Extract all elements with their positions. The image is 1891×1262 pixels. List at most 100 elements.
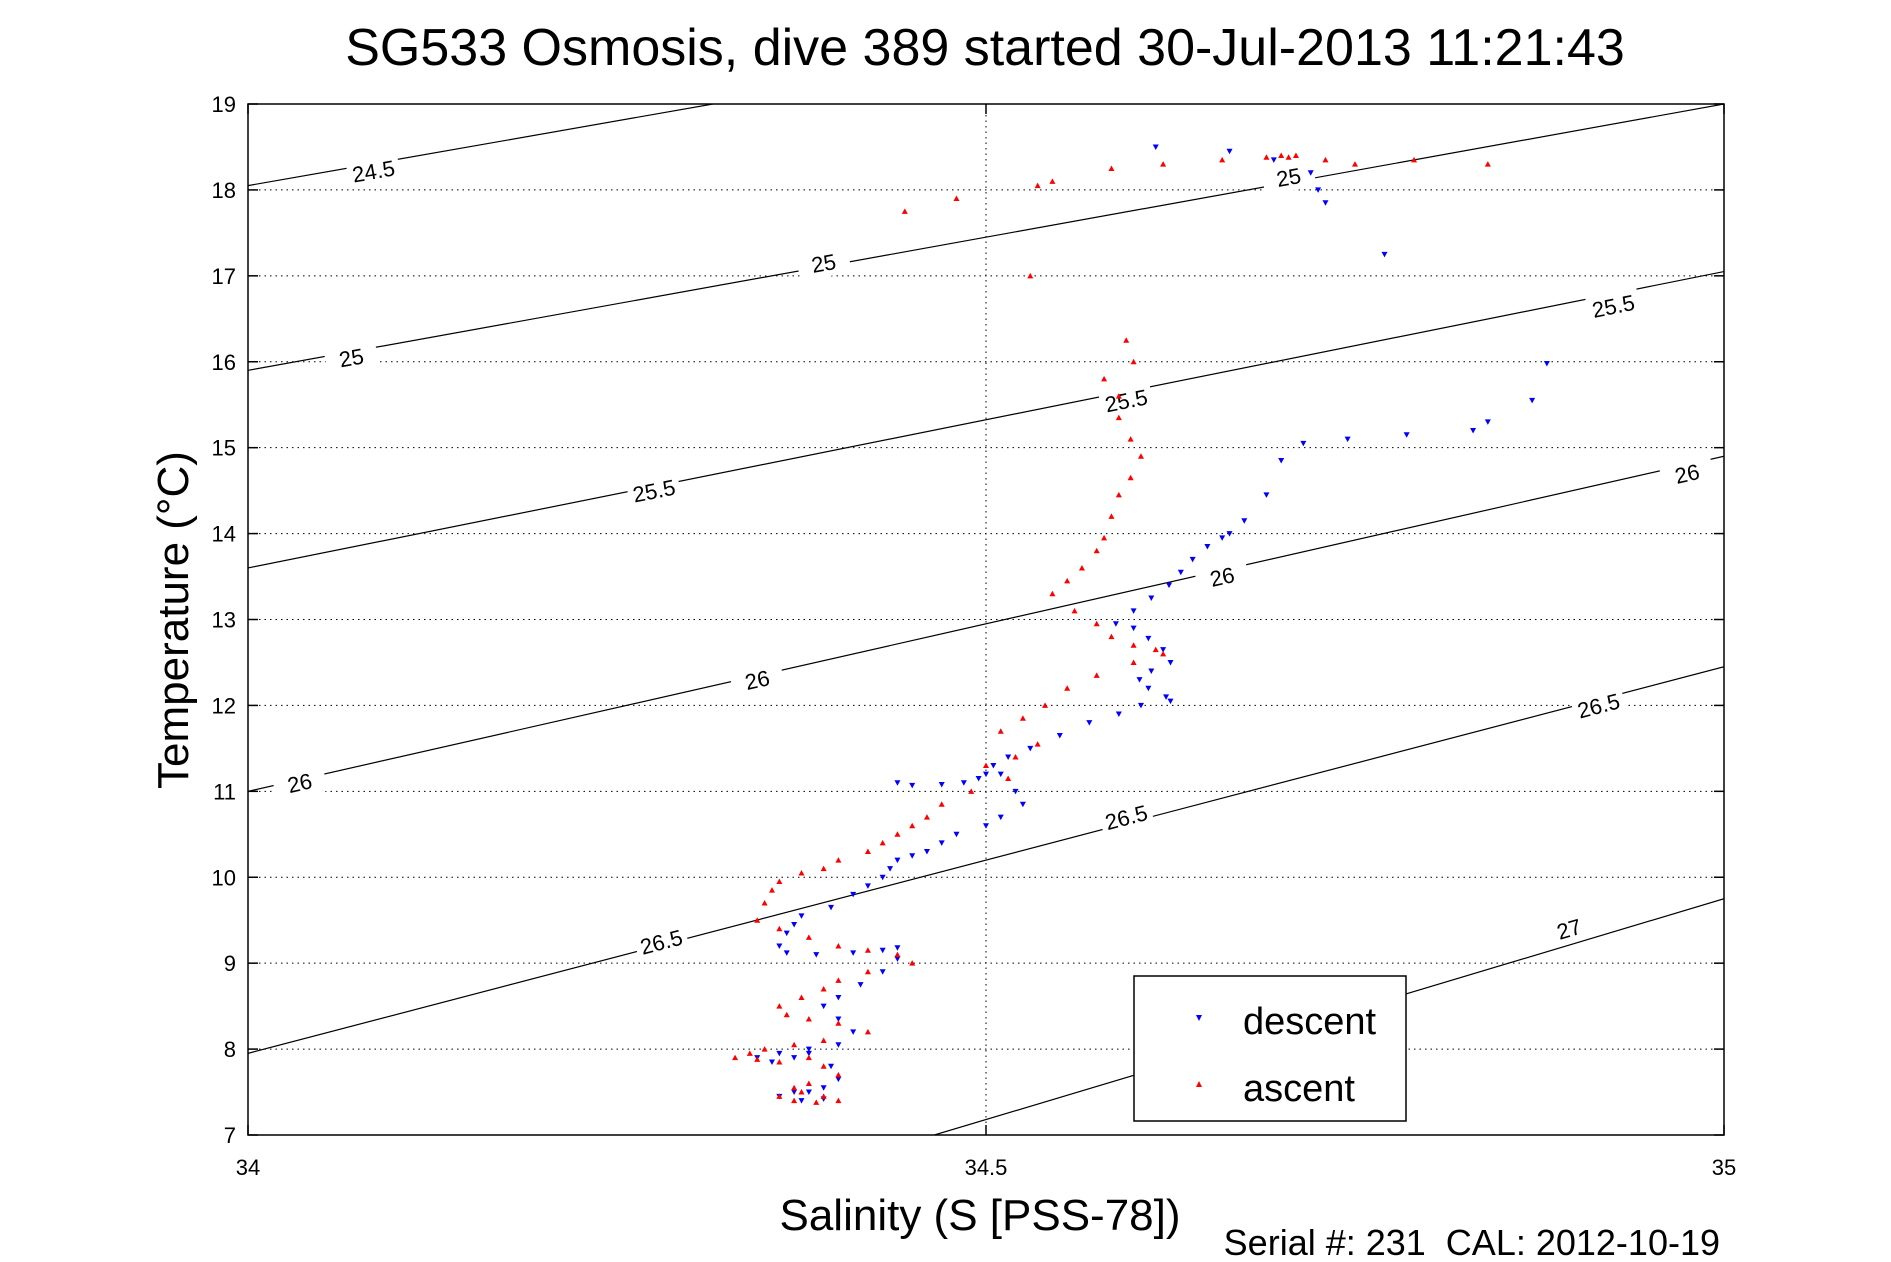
chart-legend: descent ascent (1133, 975, 1407, 1122)
ascent-point (835, 1071, 842, 1078)
ascent-point (1034, 182, 1041, 189)
ascent-point (1042, 702, 1049, 708)
descent-point (1019, 801, 1026, 808)
legend-label-ascent: ascent (1243, 1068, 1355, 1110)
legend-box (1133, 975, 1407, 1122)
ascent-point (835, 942, 842, 949)
ascent-point (1411, 156, 1418, 163)
descent-point (1145, 685, 1152, 692)
ascent-point (754, 917, 761, 923)
descent-point (1529, 397, 1536, 404)
contour-label-background (1193, 557, 1251, 596)
ascent-point (923, 814, 930, 820)
descent-point (1307, 170, 1314, 176)
ascent-point (1352, 161, 1358, 167)
descent-point (1056, 732, 1063, 739)
descent-point (879, 969, 886, 975)
descent-point (938, 840, 945, 846)
descent-point (857, 982, 864, 988)
ascent-point (754, 1056, 761, 1062)
descent-point (887, 866, 894, 872)
contour-label-background (728, 660, 786, 700)
ascent-point (791, 1041, 798, 1048)
contour-label-background (1097, 796, 1155, 838)
descent-point (1189, 556, 1196, 563)
descent-point (1484, 419, 1491, 425)
descent-point (1167, 659, 1174, 666)
ascent-point (791, 1084, 798, 1091)
density-contour-line (248, 104, 714, 187)
ascent-point (1019, 715, 1026, 721)
contour-label-background (271, 763, 329, 803)
ascent-point (894, 951, 901, 958)
descent-point (894, 857, 901, 864)
density-contour-labels: 24.525252525.525.525.52626262626.526.526… (271, 152, 1716, 962)
ascent-point (1108, 633, 1115, 640)
x-tick-label: 34 (236, 1155, 260, 1180)
descent-point (1112, 621, 1119, 627)
ascent-point (1292, 152, 1299, 159)
ascent-point (820, 1063, 827, 1069)
ascent-point (864, 1028, 871, 1035)
ascent-point (791, 1097, 798, 1104)
descent-point (791, 1089, 798, 1096)
contour-label-background (795, 244, 852, 282)
ascent-point (983, 762, 989, 769)
x-tick-label: 35 (1712, 1155, 1736, 1180)
descent-point (805, 1046, 812, 1053)
x-axis-label: Salinity (S [PSS-78]) (779, 1191, 1180, 1240)
grid-lines (248, 104, 1724, 1135)
data-series (732, 144, 1550, 1105)
y-tick-label: 14 (212, 522, 236, 547)
ascent-point (1322, 156, 1329, 163)
x-tick-label: 34.5 (965, 1155, 1008, 1180)
descent-point (1130, 608, 1137, 614)
ascent-point (835, 977, 842, 983)
density-contour-label: 26 (743, 665, 772, 695)
ascent-point (1093, 620, 1100, 627)
descent-point (835, 1016, 842, 1023)
ascent-point (879, 839, 886, 846)
descent-point (923, 848, 930, 855)
descent-point (850, 950, 857, 956)
ascent-point (968, 788, 975, 794)
descent-point (909, 782, 916, 789)
descent-point (983, 771, 989, 778)
ascent-point (1078, 564, 1085, 571)
ascent-point (953, 195, 960, 202)
descent-point (1270, 157, 1277, 163)
ascent-point (805, 934, 812, 940)
descent-point (1470, 427, 1477, 434)
descent-point (783, 950, 790, 956)
descent-point (1148, 668, 1155, 675)
descent-point (1005, 754, 1012, 760)
descent-point (1012, 788, 1019, 795)
ascent-point (1101, 375, 1108, 382)
density-contour-line (248, 666, 1724, 1054)
descent-point (783, 930, 790, 937)
descent-point (894, 956, 901, 962)
descent-point (953, 831, 960, 838)
descent-point (776, 1050, 783, 1057)
ascent-point (1115, 414, 1122, 421)
ascent-point (776, 925, 783, 932)
ascent-point (820, 1093, 827, 1099)
descent-point (1226, 531, 1233, 537)
ascent-point (820, 1037, 827, 1043)
descent-point (791, 922, 798, 928)
ascent-point (909, 960, 916, 966)
descent-point (894, 780, 901, 786)
ascent-point (909, 822, 916, 829)
ascent-point (997, 728, 1004, 734)
descent-point (1300, 440, 1307, 447)
descent-point (776, 943, 783, 949)
ascent-point (1152, 646, 1159, 653)
y-tick-label: 10 (212, 865, 236, 890)
descent-point (1160, 647, 1167, 653)
y-tick-label: 16 (212, 350, 236, 375)
ascent-point (776, 1003, 783, 1009)
ascent-point (798, 869, 805, 876)
density-contour-label: 25 (1274, 163, 1303, 192)
ascent-point (835, 857, 842, 863)
